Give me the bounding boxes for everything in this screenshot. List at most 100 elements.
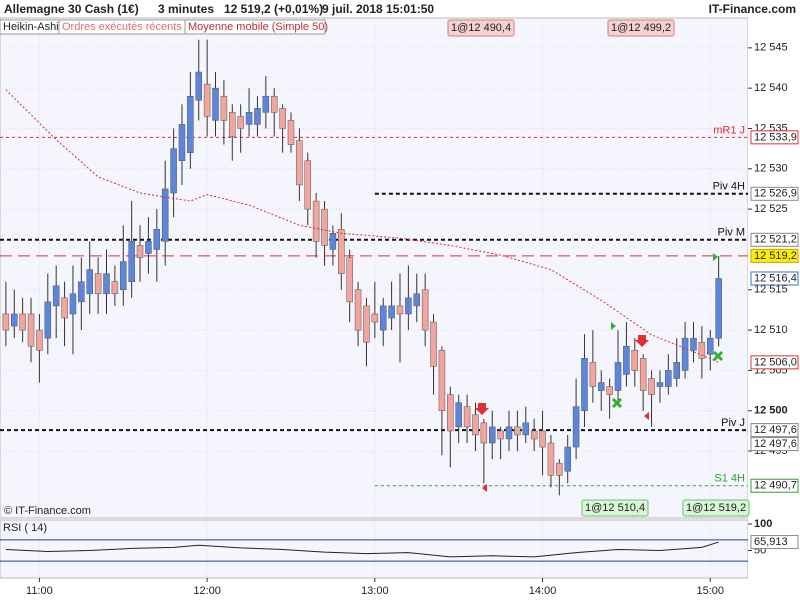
candle-body (212, 87, 219, 121)
candle-body (438, 350, 446, 411)
rsi-value-label: 65,913 (754, 536, 788, 548)
candle-body (229, 112, 236, 137)
candle-body (203, 83, 211, 117)
candle-body (589, 362, 597, 387)
candle-body (262, 95, 270, 113)
sell-arrow (635, 335, 649, 347)
candle-body (321, 208, 328, 246)
candle-body (648, 378, 655, 395)
price-tag-label: 12 519,2 (754, 250, 797, 262)
y-tick-label: 12 525 (754, 203, 788, 215)
trade-label: 1@12 490,4 (451, 22, 511, 34)
y-tick-label: 12 500 (754, 405, 788, 417)
candle-body (78, 281, 85, 303)
level-name: Piv J (721, 417, 745, 429)
candle-body (312, 200, 320, 242)
candle-body (463, 406, 471, 428)
price-tag (750, 248, 799, 263)
price-tag (750, 437, 799, 452)
candle-body (279, 108, 286, 129)
candle-body (103, 273, 110, 295)
candle-body (639, 358, 647, 391)
candle-body (2, 313, 10, 331)
watermark: © IT-Finance.com (4, 505, 91, 517)
buy-cross (611, 397, 623, 409)
y-tick-label: 12 515 (754, 284, 788, 296)
candle-body (564, 446, 571, 472)
y-tick-label: 12 540 (754, 82, 788, 94)
price-tag-label: 12 533,9 (754, 131, 797, 143)
price-tag (750, 232, 799, 247)
candle-body (698, 341, 706, 359)
candle-body (52, 285, 60, 307)
candle-body (153, 229, 161, 250)
candle-body (413, 293, 421, 307)
candle-body (170, 148, 177, 194)
candle-body (161, 188, 169, 242)
candle-body (472, 414, 479, 436)
price-tag-label: 12 497,6 (754, 424, 797, 436)
candle-body (707, 337, 714, 355)
candle-body (396, 305, 404, 315)
candle-body (178, 124, 186, 161)
candle-body (522, 422, 530, 436)
plot-area (0, 17, 749, 519)
x-tick-label: 14:00 (529, 585, 557, 597)
rsi-line (5, 541, 719, 558)
candle-body (36, 329, 43, 351)
candle-body (388, 305, 395, 319)
candle-body (27, 313, 35, 347)
buy-cross (712, 350, 724, 362)
level-name: S1 4H (714, 473, 745, 485)
price-tag (750, 478, 799, 493)
candle-body (195, 71, 202, 101)
candle-body (128, 241, 135, 282)
candle-body (598, 382, 605, 391)
candle-body (514, 426, 521, 436)
level-name: mR1 J (713, 124, 745, 136)
candle-body (94, 273, 102, 295)
triangle (644, 412, 649, 420)
interval: 3 minutes (158, 2, 214, 16)
candle-body (715, 278, 722, 339)
candle-body (497, 430, 504, 440)
brand: IT-Finance.com (709, 2, 796, 16)
candle-body (111, 281, 119, 295)
tab[interactable] (184, 19, 326, 35)
candle-body (120, 261, 127, 291)
price-tag-label: 12 516,4 (754, 272, 797, 284)
candle-body (363, 305, 370, 343)
price-tag (750, 423, 799, 438)
candle-body (681, 337, 689, 371)
rsi-title: RSI ( 14) (3, 522, 47, 534)
candle-body (421, 289, 429, 331)
trade-label: 1@12 510,4 (585, 502, 645, 514)
trade-label: 1@12 519,2 (686, 502, 746, 514)
candle-body (480, 422, 488, 444)
candle-body (338, 229, 345, 274)
candle-body (581, 358, 588, 411)
candle-body (329, 233, 337, 250)
trade-box (447, 19, 515, 37)
rsi-tick-label: 100 (754, 518, 772, 530)
candle-body (690, 337, 697, 351)
price-tag (750, 355, 799, 370)
candle-body (631, 350, 639, 371)
candle-body (455, 402, 462, 428)
candle-body (447, 394, 454, 432)
sell-arrow (475, 403, 489, 415)
trade-box (607, 19, 675, 37)
candle-body (44, 301, 52, 339)
candle-body (187, 95, 194, 153)
tabs: Heikin-Ashi Ordres exécutés récents Moye… (0, 19, 328, 35)
tab-label: Moyenne mobile (Simple 50) (188, 21, 328, 33)
price-tag-label: 12 506,0 (754, 356, 797, 368)
candle-body (614, 362, 622, 391)
instrument: Allemagne 30 Cash (1€) (4, 2, 139, 16)
candle-body (556, 462, 563, 476)
candle-body (86, 269, 93, 295)
price-tag (750, 186, 799, 201)
candle-body (304, 160, 312, 210)
candle-body (430, 321, 437, 367)
candle-body (19, 313, 26, 331)
